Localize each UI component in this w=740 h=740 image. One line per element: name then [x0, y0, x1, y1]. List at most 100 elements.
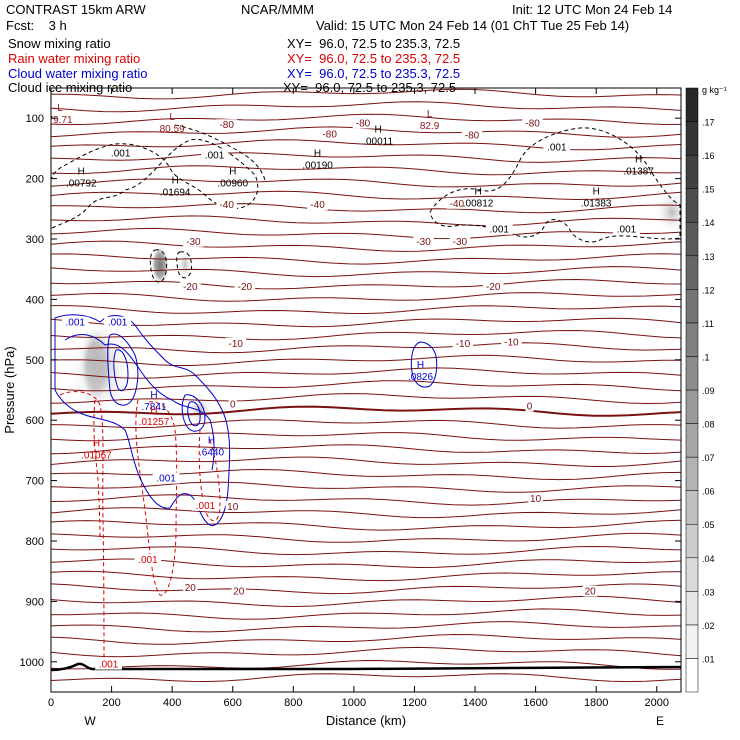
colorbar-tick-label: .09: [702, 386, 715, 396]
y-tick-label: 900: [26, 596, 44, 608]
extremum-value: .00812: [463, 199, 494, 210]
field-name-cloud-water: Cloud water mixing ratio: [8, 66, 148, 81]
extremum-value: .01383: [581, 199, 612, 210]
x-tick-label: 2000: [645, 697, 669, 709]
isotherm-label-bg: [525, 400, 534, 412]
extremum-mark: H: [314, 148, 321, 159]
extremum-mark: H: [208, 435, 215, 446]
isotherm: [51, 203, 681, 214]
ice-contour-upper: [174, 124, 266, 181]
colorbar-swatch: [685, 221, 699, 257]
isotherm: [51, 113, 681, 126]
isotherm-label: 20: [585, 587, 597, 598]
extremum-value: .01387: [623, 167, 654, 178]
colorbar: g kg⁻¹ .01 .02 .03 .04 .05 .06 .07 .08 .09 .1 .11.…: [685, 85, 727, 693]
extremum-mark: H: [172, 176, 179, 187]
colorbar-tick-label: .07: [702, 453, 715, 463]
isotherm: [51, 659, 681, 670]
colorbar-tick-label: .02: [702, 621, 715, 631]
rain-contour-left: [59, 391, 105, 669]
isotherm-label: -30: [186, 237, 201, 248]
isotherm-label-bg: [582, 585, 598, 597]
x-tick-label: 1200: [402, 697, 426, 709]
extremum-mark: H: [474, 187, 481, 198]
isotherm-label: -40: [450, 199, 465, 210]
isotherm: [51, 190, 681, 201]
contour-value-label-bg: [61, 316, 89, 328]
isotherm: [51, 178, 681, 188]
isotherm-label: -80: [525, 118, 540, 129]
shading-upper-small-2: [177, 249, 193, 281]
ice-contour-right: [429, 127, 681, 243]
field-xy-snow: XY= 96.0, 72.5 to 235.3, 72.5: [287, 36, 461, 51]
isotherm: [51, 253, 681, 265]
y-tick-label: 600: [26, 415, 44, 427]
x-tick-label: 400: [163, 697, 181, 709]
colorbar-swatch: [685, 557, 699, 592]
isotherm-label-bg: [449, 235, 471, 247]
isotherm: [51, 152, 681, 163]
x-tick-label: 200: [102, 697, 120, 709]
isotherm: [51, 468, 681, 481]
y-tick-label: 500: [26, 355, 44, 367]
x-tick-label: 0: [48, 697, 54, 709]
y-tick-label: 100: [26, 113, 44, 125]
isotherm-label: 10: [530, 494, 542, 505]
isotherm: [51, 278, 681, 290]
colorbar-swatch: [685, 87, 699, 122]
contour-value-label: .001: [65, 318, 85, 329]
isotherm: [51, 570, 681, 582]
colorbar-tick-label: .05: [702, 520, 715, 530]
contour-value-label-bg: [543, 141, 571, 153]
x-tick-label: 1000: [342, 697, 366, 709]
colorbar-tick-label: .16: [702, 151, 715, 161]
contour-value-label: .001: [156, 474, 176, 485]
contour-value-label: .001: [196, 501, 216, 512]
rain-contour-left-2: [93, 399, 101, 541]
colorbar-swatch: [685, 289, 699, 324]
extremum-value: .6440: [199, 447, 224, 458]
cloud-contour-5: [181, 394, 206, 432]
isotherm-label-bg: [352, 117, 374, 129]
isotherm: [51, 240, 681, 252]
extremum-mark: H: [374, 124, 381, 135]
extremum-value: .7841: [141, 402, 166, 413]
colorbar-tick-label: .04: [702, 554, 715, 564]
contour-value-label: .001: [490, 225, 510, 236]
colorbar-tick-label: .13: [702, 252, 715, 262]
isotherm: [51, 165, 681, 176]
isotherm-label-bg: [528, 493, 543, 505]
terrain-surface: [51, 662, 681, 672]
contour-value-label: .001: [99, 660, 119, 671]
cloud-water-contours: [54, 314, 438, 526]
isotherm: [51, 292, 681, 302]
isotherm: [51, 532, 681, 543]
extremum-mark: H: [150, 405, 157, 416]
colorbar-swatch: [685, 456, 699, 491]
field-xy-rain: XY= 96.0, 72.5 to 235.3, 72.5: [287, 51, 461, 66]
isotherm: [51, 405, 681, 417]
x-axis: 0 200 400 600 800 1000 1200 1400 1600 1800 2000: [48, 88, 669, 709]
contour-value-label: .001: [617, 225, 637, 236]
isotherm-label: -80: [465, 131, 480, 142]
isotherm: [51, 342, 681, 354]
contour-value-label-bg: [152, 472, 180, 484]
extremum-mark: H: [635, 155, 642, 166]
colorbar-tick-label: .14: [702, 218, 715, 228]
ice-contour-left: [51, 138, 259, 229]
colorbar-tick-label: .03: [702, 587, 715, 597]
contour-value-label-bg: [104, 316, 132, 328]
isotherm-label-bg: [231, 585, 246, 597]
isotherm: [51, 621, 681, 633]
field-xy-cloud-water: XY= 96.0, 72.5 to 235.3, 72.5: [287, 66, 461, 81]
isotherm: [51, 633, 681, 645]
extremum-mark: L: [427, 109, 433, 120]
init-time: Init: 12 UTC Mon 24 Feb 14: [512, 2, 673, 17]
isotherm-label: -30: [416, 237, 431, 248]
extremum-value: 80.59: [160, 124, 185, 135]
isotherm: [51, 608, 681, 620]
isotherm-label-bg: [234, 281, 256, 293]
isotherm-label-bg: [225, 500, 240, 512]
isotherm: [51, 101, 681, 113]
isotherm: [51, 494, 681, 506]
